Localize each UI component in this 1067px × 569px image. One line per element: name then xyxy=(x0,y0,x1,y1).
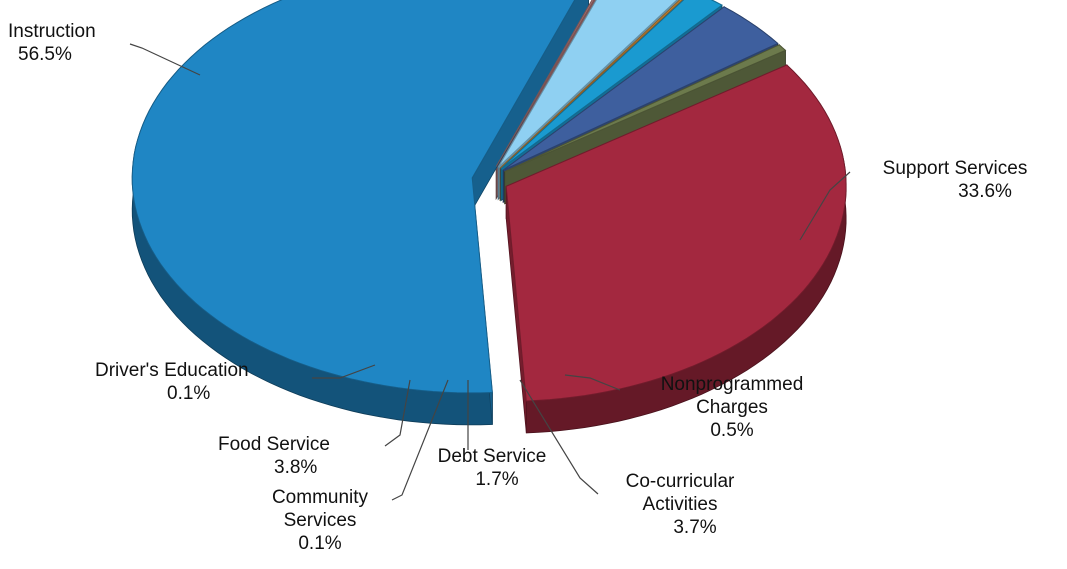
label-debt-pct: 1.7% xyxy=(475,469,519,490)
label-debt-name: Debt Service xyxy=(437,446,547,467)
label-food-service: Food Service 3.8% xyxy=(218,433,330,479)
label-debt-service: Debt Service 1.7% xyxy=(424,445,560,491)
leader-instruction xyxy=(129,43,201,76)
slice-cocurr xyxy=(502,6,779,171)
label-community-pct: 0.1% xyxy=(298,533,342,554)
label-support-name: Support Services xyxy=(882,158,1028,179)
leader-lines xyxy=(129,43,851,501)
slice-drivers xyxy=(495,0,595,167)
label-cocurr-name2: Activities xyxy=(642,494,718,515)
label-instruction-pct: 56.5% xyxy=(18,44,72,65)
label-instruction-name: Instruction xyxy=(8,21,96,42)
label-support-pct: 33.6% xyxy=(958,181,1012,202)
slice-instruction xyxy=(131,0,576,394)
slice-nonprog xyxy=(504,44,787,173)
label-cocurr-pct: 3.7% xyxy=(673,517,717,538)
leader-nonprog xyxy=(564,374,621,391)
leader-support xyxy=(799,171,851,241)
slice-food xyxy=(497,0,678,168)
label-community-name: Community xyxy=(271,487,369,508)
label-community-services: Community Services 0.1% xyxy=(238,486,402,555)
label-cocurricular: Co-curricular Activities 3.7% xyxy=(590,470,770,539)
label-nonprogrammed: Nonprogrammed Charges 0.5% xyxy=(616,373,848,442)
slice-community xyxy=(499,0,683,169)
leader-cocurr xyxy=(519,379,599,495)
label-drivers-education: Driver's Education 0.1% xyxy=(95,359,249,405)
slice-debt xyxy=(500,0,723,170)
label-drivers-name: Driver's Education xyxy=(95,360,249,381)
label-food-name: Food Service xyxy=(218,434,330,455)
label-nonprog-pct: 0.5% xyxy=(710,420,754,441)
label-nonprog-name: Nonprogrammed xyxy=(660,374,804,395)
label-community-name2: Services xyxy=(283,510,357,531)
label-support-services: Support Services 33.6% xyxy=(852,157,1058,203)
label-food-pct: 3.8% xyxy=(274,457,318,478)
label-nonprog-name2: Charges xyxy=(696,397,768,418)
label-cocurr-name: Co-curricular xyxy=(625,471,735,492)
slice-tops xyxy=(131,0,847,402)
leader-community xyxy=(391,379,449,501)
leader-drivers xyxy=(312,364,376,379)
slice-support xyxy=(505,64,847,402)
label-instruction: Instruction 56.5% xyxy=(8,20,96,66)
leader-food xyxy=(384,379,411,447)
label-drivers-pct: 0.1% xyxy=(167,383,211,404)
